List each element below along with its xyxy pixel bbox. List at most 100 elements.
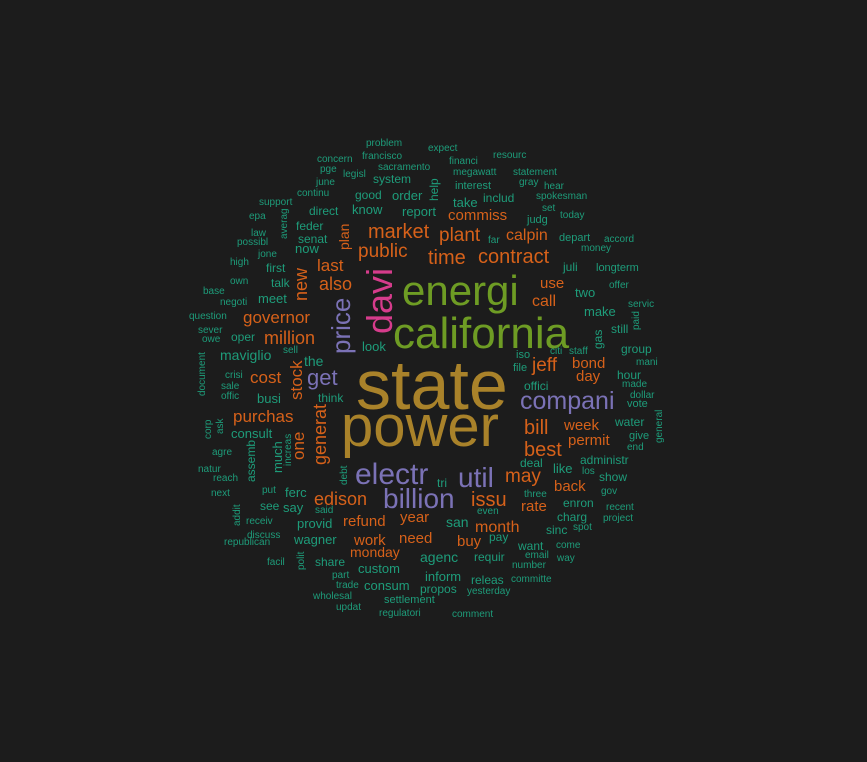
word-day: day (576, 368, 601, 385)
word-jone: jone (258, 249, 277, 260)
word-spot: spot (573, 522, 592, 533)
word-feder: feder (296, 219, 324, 233)
word-edison: edison (314, 489, 368, 509)
word-negoti: negoti (220, 297, 248, 308)
word-concern: concern (317, 154, 353, 165)
word-rate: rate (521, 498, 547, 515)
word-increas: increas (283, 433, 294, 466)
word-addit: addit (232, 504, 243, 526)
word-give: give (629, 430, 650, 442)
word-bill: bill (524, 417, 549, 439)
word-first: first (266, 261, 286, 275)
word-receiv: receiv (246, 516, 273, 527)
word-issu: issu (471, 489, 507, 511)
word-pay: pay (489, 530, 509, 544)
word-resourc: resourc (493, 150, 527, 161)
word-may: may (505, 466, 541, 487)
word-recent: recent (606, 502, 634, 513)
word-want: want (518, 539, 544, 553)
word-two: two (575, 285, 596, 300)
word-comment: comment (452, 609, 494, 620)
word-today: today (560, 210, 585, 221)
word-system: system (373, 172, 412, 186)
word-work: work (354, 532, 386, 549)
word-base: base (203, 286, 225, 297)
word-util: util (458, 462, 494, 493)
word-like: like (553, 461, 573, 476)
word-owe: owe (202, 334, 221, 345)
word-best: best (524, 439, 562, 461)
word-jeff: jeff (532, 355, 558, 376)
word-question: question (189, 311, 227, 322)
word-even: even (477, 506, 499, 517)
word-way: way (557, 553, 575, 564)
word-new: new (291, 267, 311, 301)
word-purchas: purchas (233, 407, 294, 426)
word-gov: gov (601, 486, 618, 497)
word-high: high (230, 257, 249, 268)
word-number: number (512, 560, 546, 571)
word-end: end (627, 442, 644, 453)
word-maviglio: maviglio (220, 347, 272, 363)
word-support: support (259, 197, 293, 208)
word-ferc: ferc (285, 485, 307, 500)
word-gray: gray (519, 177, 539, 188)
word-email: email (525, 550, 549, 561)
word-take: take (453, 195, 478, 210)
word-longterm: longterm (596, 262, 639, 274)
word-spokesman: spokesman (536, 191, 588, 202)
word-sell: sell (283, 345, 299, 356)
word-judg: judg (527, 214, 548, 226)
word-busi: busi (257, 391, 281, 406)
word-contract: contract (478, 246, 550, 268)
word-said: said (315, 505, 334, 516)
word-stock: stock (287, 360, 306, 400)
word-generat: generat (310, 403, 330, 465)
word-help: help (427, 178, 441, 201)
word-plant: plant (439, 225, 481, 246)
word-statement: statement (513, 167, 557, 178)
word-depart: depart (559, 232, 591, 244)
word-problem: problem (366, 138, 403, 149)
word-francisco: francisco (362, 151, 403, 162)
word-order: order (392, 188, 423, 203)
word-public: public (358, 241, 408, 262)
word-citi: citi (550, 346, 563, 357)
word-call: call (532, 293, 557, 310)
word-price: price (326, 297, 356, 354)
word-document: document (197, 352, 208, 396)
word-custom: custom (358, 561, 400, 576)
word-electr: electr (355, 458, 429, 491)
word-reach: reach (213, 473, 239, 484)
word-megawatt: megawatt (453, 167, 497, 178)
word-vote: vote (627, 398, 648, 410)
word-administr: administr (580, 453, 629, 467)
word-financi: financi (449, 156, 478, 167)
word-talk: talk (271, 276, 290, 290)
word-market: market (368, 221, 430, 243)
word-still: still (611, 322, 629, 336)
word-cost: cost (250, 368, 282, 387)
word-agre: agre (212, 447, 233, 458)
word-also: also (319, 274, 353, 294)
word-general: general (654, 409, 665, 443)
word-next: next (211, 488, 230, 499)
word-set: set (542, 203, 556, 214)
word-file: file (513, 362, 528, 374)
word-monday: monday (350, 544, 400, 560)
word-gas: gas (591, 329, 605, 349)
word-water: water (615, 415, 645, 429)
word-propos: propos (420, 582, 457, 596)
word-money: money (581, 243, 612, 254)
word-legisl: legisl (343, 169, 366, 180)
word-put: put (262, 485, 276, 496)
word-servic: servic (628, 299, 655, 310)
word-make: make (584, 304, 616, 319)
word-polit: polit (296, 551, 307, 570)
word-dollar: dollar (630, 390, 655, 401)
word-time: time (428, 247, 466, 269)
word-week: week (564, 417, 600, 434)
word-accord: accord (604, 234, 635, 245)
word-see: see (260, 499, 280, 513)
word-show: show (599, 470, 628, 484)
